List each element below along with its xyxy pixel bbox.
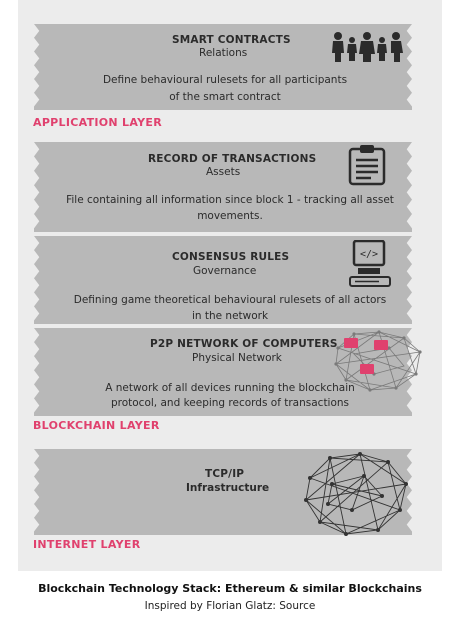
network-nodes-icon	[334, 330, 422, 392]
smart-contracts-desc-2: of the smart contract	[169, 91, 281, 103]
caption-subtitle: Inspired by Florian Glatz: Source	[144, 600, 316, 612]
smart-contracts-desc-1: Define behavioural rulesets for all part…	[102, 74, 348, 86]
record-of-transactions-desc-1: File containing all information since bl…	[66, 194, 394, 206]
consensus-rules-desc-1: Defining game theoretical behavioural ru…	[73, 294, 387, 306]
record-of-transactions-subtitle: Assets	[206, 166, 241, 178]
smart-contracts-band	[34, 24, 412, 110]
application-layer-label: APPLICATION LAYER	[33, 116, 162, 129]
p2p-network-subtitle: Physical Network	[192, 352, 282, 364]
tcp-ip-title: TCP/IP	[205, 468, 245, 480]
consensus-rules-subtitle: Governance	[193, 265, 257, 277]
people-group-icon	[332, 32, 403, 62]
tcp-ip-subtitle: Infrastructure	[186, 482, 270, 494]
record-of-transactions-desc-2: movements.	[197, 210, 263, 222]
blockchain-layer-label: BLOCKCHAIN LAYER	[33, 419, 160, 432]
clipboard-icon	[348, 145, 386, 186]
consensus-rules-desc-2: in the network	[191, 310, 269, 322]
svg-text:</>: </>	[360, 249, 378, 260]
internet-layer-label: INTERNET LAYER	[33, 538, 141, 551]
p2p-network-desc-2: protocol, and keeping records of transac…	[110, 397, 350, 409]
code-computer-icon: </>	[349, 240, 391, 287]
p2p-network-desc-1: A network of all devices running the blo…	[105, 382, 355, 394]
record-of-transactions-title: RECORD OF TRANSACTIONS	[148, 153, 317, 165]
consensus-rules-title: CONSENSUS RULES	[172, 251, 290, 263]
smart-contracts-subtitle: Relations	[199, 47, 248, 59]
p2p-network-title: P2P NETWORK OF COMPUTERS	[150, 338, 338, 350]
caption-title: Blockchain Technology Stack: Ethereum & …	[38, 582, 422, 595]
smart-contracts-title: SMART CONTRACTS	[172, 34, 291, 46]
mesh-globe-icon	[304, 452, 408, 536]
